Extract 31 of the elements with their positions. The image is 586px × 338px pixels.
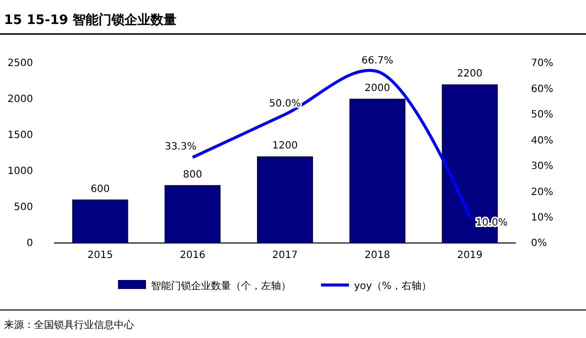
data-label: 66.7% [362, 55, 394, 66]
y2-tick-label: 30% [531, 161, 554, 172]
legend-label: 智能门锁企业数量（个，左轴） [151, 280, 291, 292]
y2-tick-label: 40% [531, 135, 554, 146]
y2-tick-label: 60% [531, 84, 554, 95]
data-label: 2200 [457, 68, 483, 80]
y2-tick-label: 50% [531, 110, 554, 121]
data-label: 33.3% [164, 141, 196, 152]
chart-title: 15 15-19 智能门锁企业数量 [4, 12, 177, 28]
data-label: 800 [183, 169, 202, 180]
y2-tick-label: 20% [531, 186, 554, 198]
y-tick-label: 1000 [8, 166, 33, 178]
y2-tick-label: 10% [531, 212, 554, 224]
y-tick-label: 2000 [8, 94, 33, 106]
x-tick-label: 2016 [180, 250, 206, 262]
y-tick-label: 500 [14, 202, 33, 214]
x-tick-label: 2018 [364, 250, 390, 262]
x-tick-label: 2017 [272, 250, 298, 262]
x-tick-label: 2015 [87, 250, 113, 262]
x-tick-label: 2019 [457, 250, 483, 262]
y-tick-label: 1500 [8, 130, 33, 142]
y-tick-label: 2500 [8, 58, 33, 70]
y2-tick-label: 70% [531, 58, 554, 70]
data-label: 50.0% [269, 98, 301, 110]
legend-label: yoy（%，右轴） [354, 280, 432, 292]
y2-tick-label: 0% [531, 238, 547, 250]
data-label: 600 [90, 184, 110, 195]
data-label: 2000 [364, 83, 390, 94]
data-label: 1200 [272, 140, 298, 152]
source-note: 来源：全国锁具行业信息中心 [4, 319, 134, 331]
y-tick-label: 0 [26, 238, 33, 250]
